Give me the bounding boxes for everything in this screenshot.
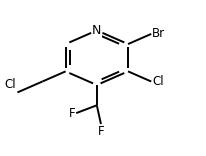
Text: F: F [69, 107, 75, 120]
Text: N: N [92, 24, 102, 37]
Text: Cl: Cl [152, 75, 164, 88]
Text: Br: Br [152, 27, 165, 40]
Text: Cl: Cl [5, 78, 16, 91]
Text: F: F [98, 125, 104, 138]
